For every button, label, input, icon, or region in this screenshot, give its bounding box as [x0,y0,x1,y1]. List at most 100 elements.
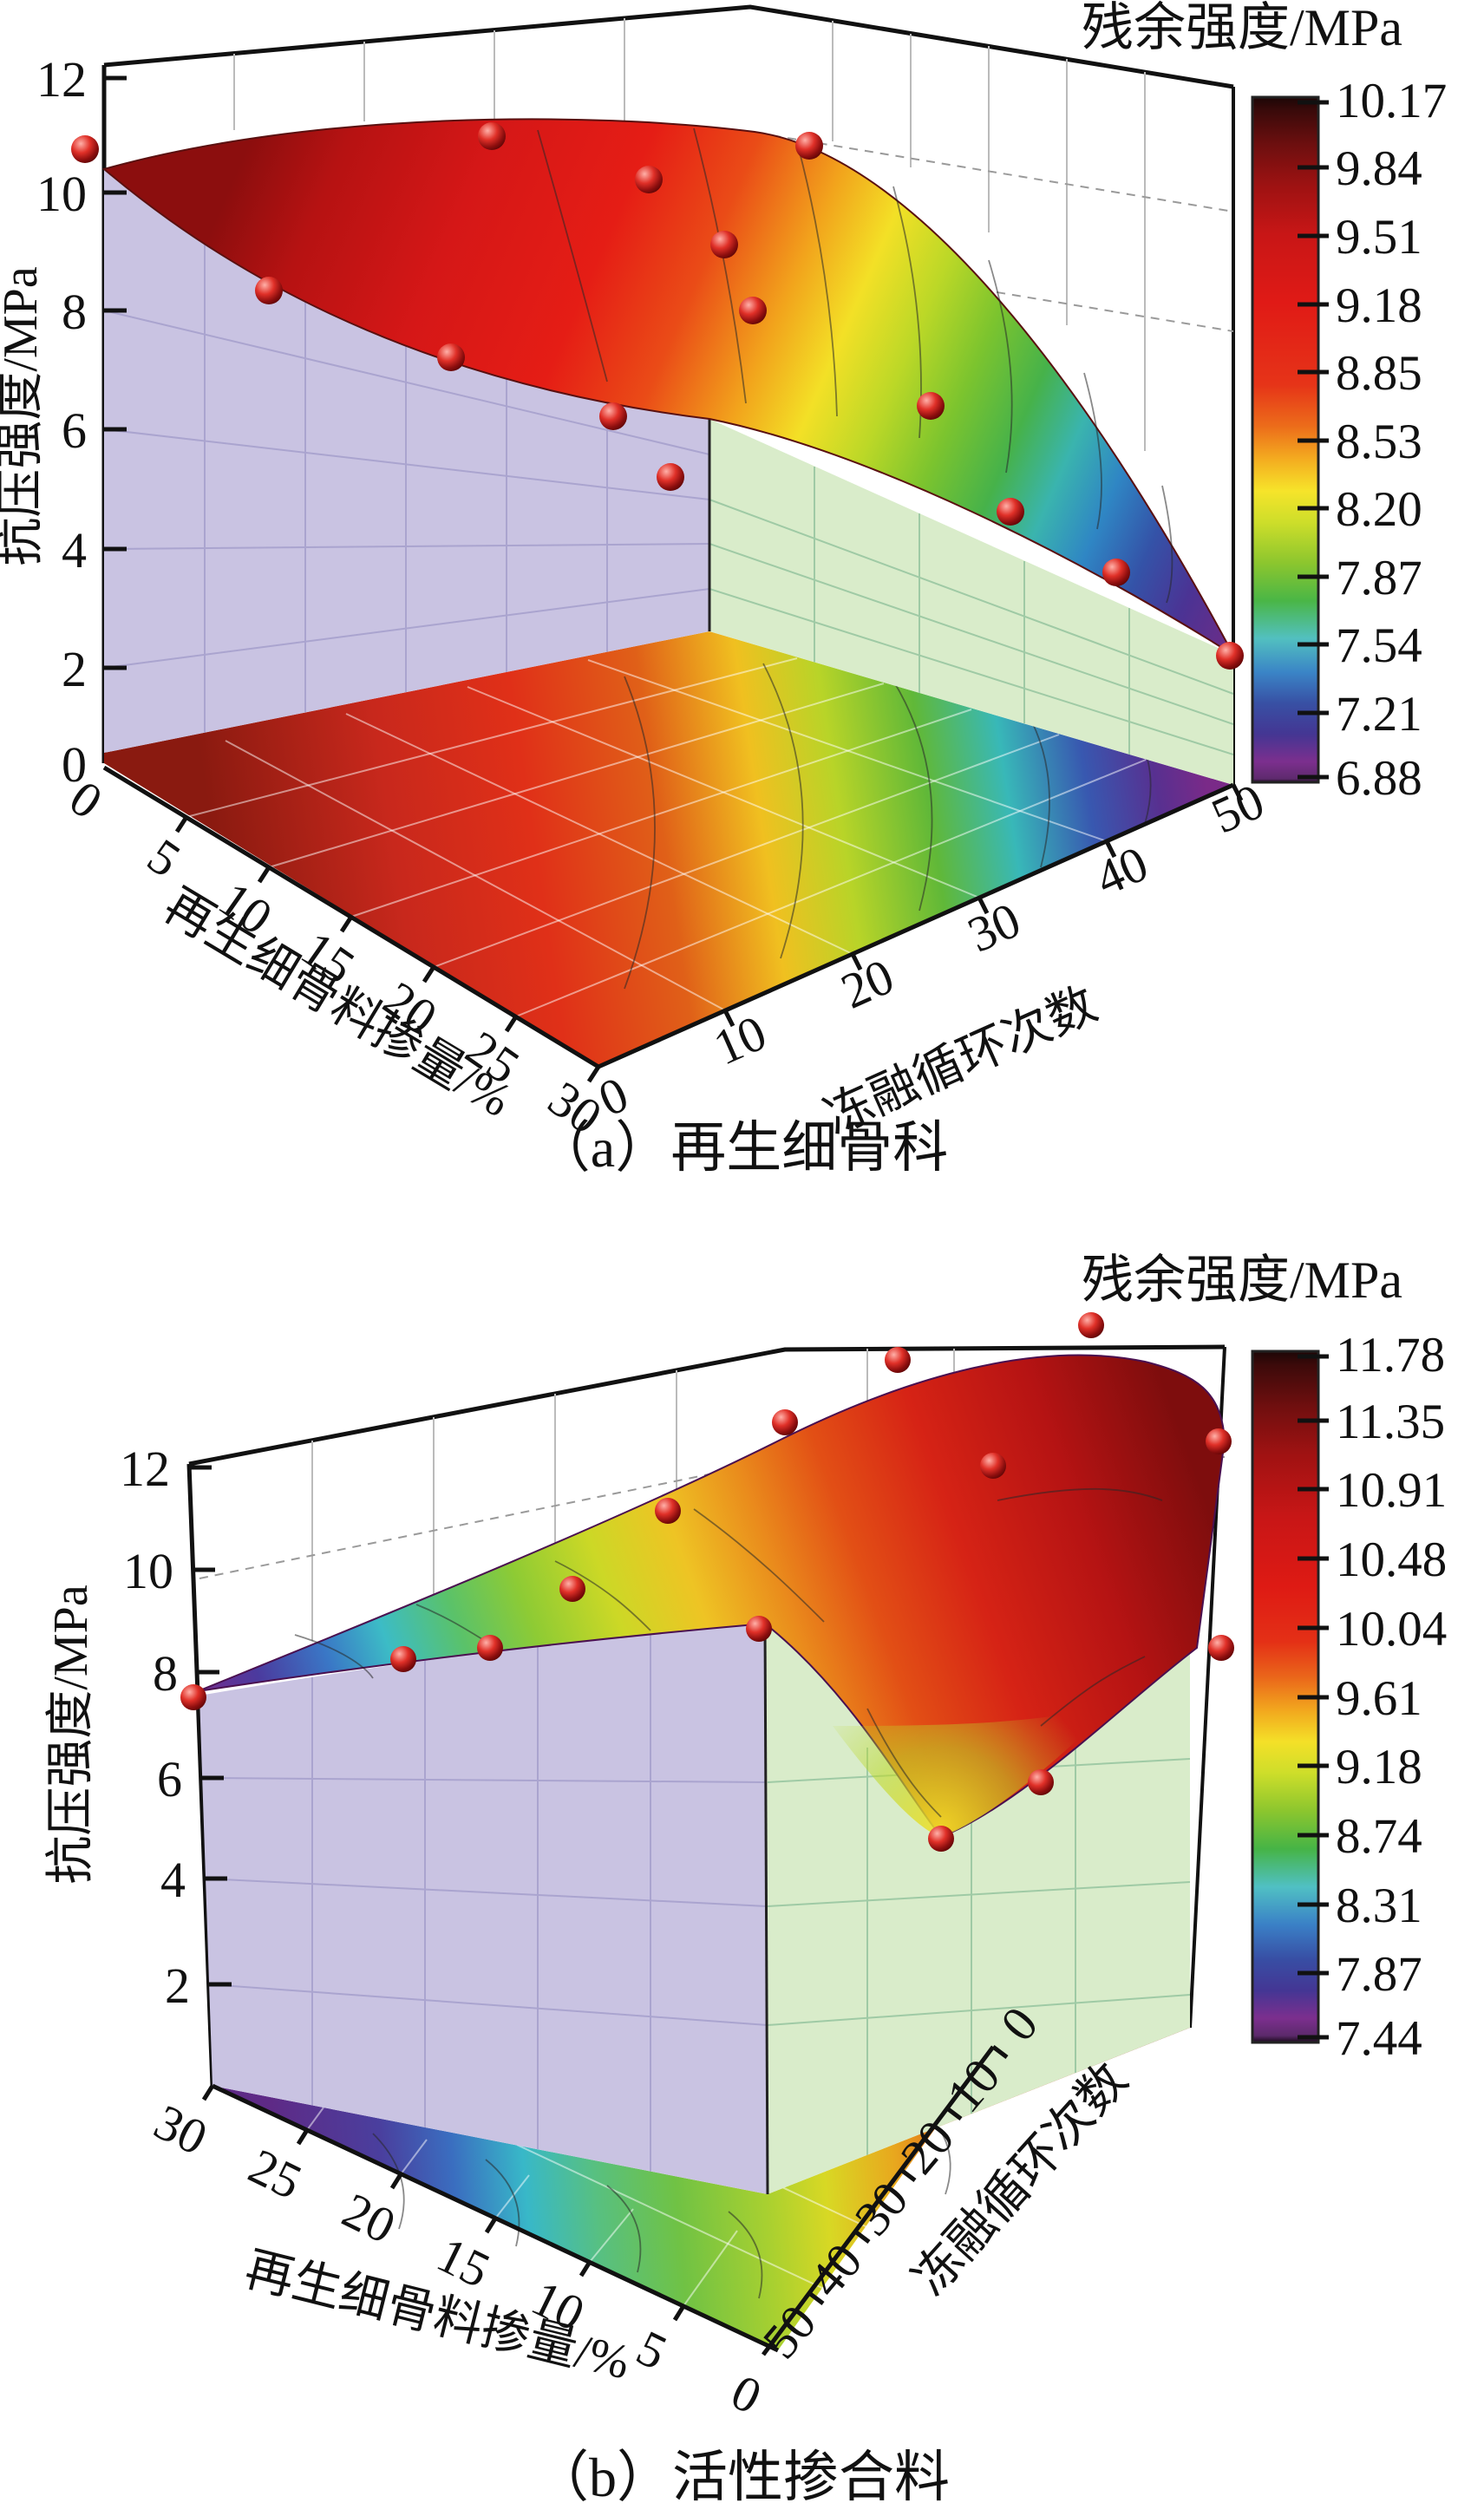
data-point-markers-a [71,122,1244,670]
x-tick-label: 30 [146,2094,216,2166]
colorbar-tick-label: 8.20 [1336,482,1422,537]
data-point [928,1826,954,1852]
z-tick-label: 4 [160,1852,186,1908]
colorbar-title-a: 残余强度/MPa [1082,0,1402,56]
data-point-markers-b [180,1312,1234,1852]
surface-contour-lines-a [537,127,1173,604]
colorbar-tick-label: 7.21 [1336,687,1422,742]
x-axis-b [201,2083,780,2353]
colorbar-tick-label: 6.88 [1336,751,1422,806]
left-wall-grid-b [200,1634,768,2172]
data-point [390,1646,416,1672]
caption-a: （a）再生细骨科 [535,1117,948,1179]
x-axis-a [102,765,601,1083]
response-surface-b [197,1354,1226,1839]
data-point [255,277,283,304]
z-tick-label: 12 [120,1441,170,1497]
colorbar-tick-label: 10.17 [1336,74,1447,128]
z-tick-label: 10 [123,1543,173,1599]
colorbar-tick-label: 9.51 [1336,210,1422,265]
z-tick-label: 2 [62,641,87,697]
colorbar-tick-label: 7.87 [1336,551,1422,605]
z-tick-label: 2 [165,1957,190,2014]
x-tick-label: 5 [628,2319,676,2381]
data-point [1028,1769,1054,1795]
y-axis-a [597,782,1244,1069]
right-wall-grid-a [709,467,1233,755]
left-wall-a [104,169,709,753]
colorbar-tick-label: 9.61 [1336,1671,1422,1726]
z-axis-title-b: 抗压强度/MPa [44,1585,98,1884]
colorbar-tick-label: 10.91 [1336,1463,1447,1518]
surface-plot-b: 12 10 8 6 4 2 抗压强度/MPa 30 25 20 15 10 5 … [44,1251,1447,2508]
data-point [795,132,823,160]
data-point [655,1498,681,1524]
z-axis-title-a: 抗压强度/MPa [0,266,48,565]
data-point [559,1576,585,1602]
data-point [980,1453,1006,1479]
data-point [772,1409,798,1435]
colorbar-tick-label: 11.78 [1336,1328,1445,1382]
colorbar-tick-label: 9.18 [1336,278,1422,333]
z-tick-label: 8 [62,284,87,340]
z-tick-label: 6 [157,1751,182,1807]
colorbar-ticks-a [1298,100,1329,780]
colorbar-tick-label: 9.18 [1336,1740,1422,1794]
x-tick-label: 0 [722,2363,770,2425]
data-point [1102,559,1130,586]
z-tick-label: 10 [36,166,87,222]
colorbar-tick-label: 9.84 [1336,141,1422,196]
x-tick-label: 25 [240,2138,311,2211]
left-wall-b [199,1624,768,2194]
surface-contour-lines-b [294,1487,1163,1818]
data-point [1216,642,1244,670]
colorbar-tick-label: 11.35 [1336,1395,1445,1449]
surface-valley-b [833,1700,1119,1837]
x-tick-label: 20 [334,2182,404,2255]
data-point [997,498,1024,526]
z-tick-label: 8 [153,1645,178,1702]
data-point [1206,1428,1232,1454]
data-point [917,392,945,420]
x-tick-label: 15 [428,2226,499,2299]
data-point [739,297,767,324]
floor-contour-a [104,631,1233,1067]
colorbar-tick-label: 7.44 [1336,2011,1422,2066]
data-point [477,1635,503,1661]
data-point [180,1684,206,1710]
data-point [710,231,738,258]
z-axis-b [189,1465,232,1987]
colorbar-a: 残余强度/MPa 10.17 9.84 9.51 9.18 8.85 8.53 … [1082,0,1447,806]
caption-b: （b）活性掺合料 [533,2447,950,2508]
data-point [885,1347,911,1373]
data-point [1208,1635,1234,1661]
z-tick-label: 6 [62,402,87,459]
colorbar-b: 残余强度/MPa 11.78 11.35 10.91 10.48 10.04 9… [1082,1251,1447,2066]
colorbar-tick-label: 7.54 [1336,618,1422,673]
z-axis-a [104,75,127,670]
colorbar-tick-label: 7.87 [1336,1947,1422,2002]
z-tick-label: 0 [62,736,87,793]
data-point [599,402,627,430]
colorbar-ticks-b [1298,1354,1329,2040]
data-point [437,343,465,371]
z-tick-label: 12 [36,51,87,108]
right-wall-a [709,419,1233,785]
colorbar-tick-label: 8.31 [1336,1879,1422,1933]
floor-grid-a [186,657,1147,1017]
colorbar-tick-label: 10.48 [1336,1532,1447,1587]
response-surface-a [101,118,1236,657]
data-point [1078,1312,1104,1338]
data-point [657,463,684,491]
surface-plot-a: 12 10 8 6 4 2 0 抗压强度/MPa 0 5 10 15 20 25… [0,0,1447,1179]
data-point [746,1616,772,1642]
z-tick-label: 4 [62,522,87,578]
colorbar-title-b: 残余强度/MPa [1082,1251,1402,1309]
colorbar-tick-label: 10.04 [1336,1602,1447,1657]
left-wall-grid-a [104,233,709,733]
wall-junction-edge-b [763,1623,769,2195]
colorbar-tick-label: 8.85 [1336,346,1422,401]
data-point [478,122,506,150]
y-axis-b [761,2045,1009,2356]
